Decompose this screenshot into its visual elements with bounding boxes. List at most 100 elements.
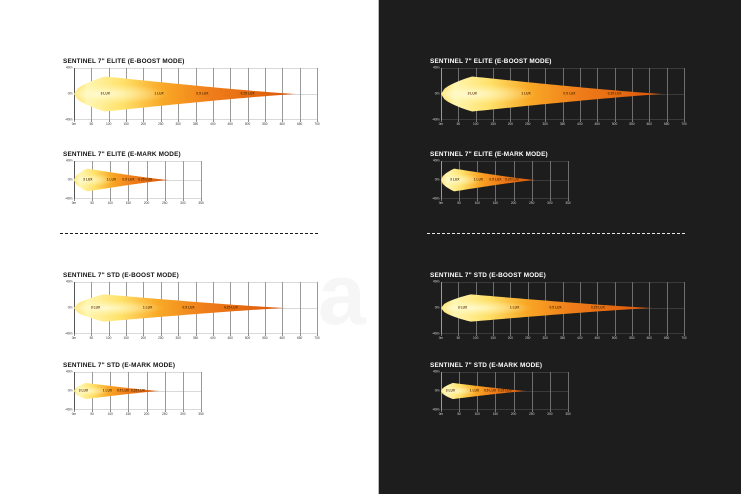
x-tick-label: 350 <box>559 121 566 126</box>
x-tick-mark <box>477 410 478 412</box>
horizontal-gridline <box>441 409 568 410</box>
x-tick-label: 350 <box>192 121 199 126</box>
section-divider <box>60 233 318 234</box>
watermark: a <box>318 252 390 338</box>
gridline <box>183 372 184 410</box>
beam-pattern-shape <box>441 168 536 192</box>
x-tick-mark <box>165 199 166 201</box>
isolux-label: 1 LUX <box>509 305 520 310</box>
x-tick-label: 550 <box>629 121 635 126</box>
plot-wrapper: 40m 0m -40m 3 LUX 1 LUX 0.5 LUX 0.25 LUX <box>63 158 202 200</box>
x-tick-mark <box>178 334 179 336</box>
isolux-label: 0.5 LUX <box>489 177 502 182</box>
isolux-label: 0.25 LUX <box>607 91 622 96</box>
x-tick-label: 450 <box>227 121 233 126</box>
y-tick-label: 0m <box>67 91 73 96</box>
y-axis: 40m 0m -40m <box>430 279 441 335</box>
plot-area: 3 LUX 1 LUX 0.5 LUX 0.25 LUX <box>441 68 685 120</box>
x-tick-label: 350 <box>192 335 199 340</box>
gridline <box>317 282 318 334</box>
chart-title: SENTINEL 7" ELITE (E-MARK MODE) <box>430 151 548 158</box>
gridline <box>201 161 202 199</box>
gridline <box>532 372 533 410</box>
x-tick-mark <box>178 120 179 122</box>
isolux-label: 1 LUX <box>106 177 117 182</box>
x-tick-mark <box>300 120 301 122</box>
isolux-label: 0.25 LUX <box>590 305 605 310</box>
x-tick-mark <box>458 334 459 336</box>
x-tick-mark <box>649 334 650 336</box>
beam-pattern-shape <box>74 294 286 322</box>
chart-std-emark: SENTINEL 7" STD (E-MARK MODE) 40m 0m -40m 3 … <box>430 362 571 419</box>
chart-title: SENTINEL 7" ELITE (E-BOOST MODE) <box>63 58 185 65</box>
x-tick-label: 100 <box>107 200 113 205</box>
x-tick-label: 0m <box>438 411 444 416</box>
x-tick-label: 200 <box>507 121 514 126</box>
x-tick-label: 500 <box>244 121 251 126</box>
x-tick-label: 200 <box>143 200 150 205</box>
x-tick-mark <box>230 120 231 122</box>
x-tick-label: 300 <box>180 200 186 205</box>
x-tick-mark <box>510 120 511 122</box>
x-tick-mark <box>265 334 266 336</box>
gridline <box>550 161 551 199</box>
x-axis: 0m 50 100 150 200 250 300 350 400 450 500 550 600 650… <box>439 334 687 343</box>
x-tick-label: 450 <box>227 335 233 340</box>
x-tick-label: 700 <box>681 335 687 340</box>
x-tick-mark <box>597 334 598 336</box>
chart-title: SENTINEL 7" ELITE (E-MARK MODE) <box>63 151 181 158</box>
chart-title: SENTINEL 7" STD (E-MARK MODE) <box>430 362 543 369</box>
light-theme-panel: SENTINEL 7" ELITE (E-BOOST MODE) 40m 0m -40… <box>60 58 320 416</box>
plot-area: 3 LUX 1 LUX 0.5 LUX 0.25 LUX <box>441 161 569 199</box>
y-axis: 40m 0m -40m <box>63 279 74 336</box>
x-tick-mark <box>459 410 460 412</box>
gridline <box>684 282 685 334</box>
x-tick-mark <box>248 120 249 122</box>
plot-area: 3 LUX 1 LUX 0.5 LUX 0.25 LUX <box>74 282 318 334</box>
beam-pattern-shape <box>74 76 297 112</box>
x-tick-mark <box>201 199 202 201</box>
x-tick-mark <box>580 120 581 122</box>
x-tick-mark <box>161 334 162 336</box>
x-tick-mark <box>143 334 144 336</box>
x-tick-mark <box>563 120 564 122</box>
x-tick-mark <box>282 334 283 336</box>
x-tick-label: 150 <box>125 411 132 416</box>
horizontal-gridline <box>441 282 684 283</box>
x-tick-mark <box>183 410 184 412</box>
x-tick-label: 100 <box>106 121 112 126</box>
y-tick-label: 0m <box>67 388 73 393</box>
x-tick-mark <box>147 410 148 412</box>
chart-title: SENTINEL 7" STD (E-MARK MODE) <box>63 362 176 369</box>
plot-area: 3 LUX 1 LUX 0.5 LUX 0.25 LUX <box>74 68 318 120</box>
x-tick-label: 300 <box>542 335 548 340</box>
x-tick-label: 150 <box>490 121 496 126</box>
plot-wrapper: 40m 0m -40m 3 LUX 1 LUX 0.5 LUX 0.25 LUX <box>430 279 685 335</box>
x-tick-label: 100 <box>107 411 113 416</box>
isolux-label: 3 LUX <box>450 177 460 182</box>
gridline <box>667 68 668 120</box>
beam-pattern-shape <box>74 382 160 400</box>
horizontal-gridline <box>74 282 317 283</box>
x-tick-mark <box>91 334 92 336</box>
x-tick-label: 50 <box>89 335 94 340</box>
y-tick-label: 0m <box>434 305 440 310</box>
x-tick-label: 150 <box>123 121 129 126</box>
x-tick-mark <box>147 199 148 201</box>
x-tick-mark <box>196 334 197 336</box>
x-tick-label: 0m <box>71 200 77 205</box>
x-tick-label: 300 <box>542 121 548 126</box>
chart-std-eboost: SENTINEL 7" STD (E-BOOST MODE) 40m 0m -40m 3… <box>430 272 687 343</box>
y-tick-label: -40m <box>64 331 73 336</box>
x-tick-label: 250 <box>525 121 531 126</box>
x-tick-label: 100 <box>473 335 479 340</box>
beam-pattern-shape <box>441 294 653 322</box>
x-tick-mark <box>126 120 127 122</box>
gridline <box>667 282 668 334</box>
y-tick-label: 0m <box>434 177 440 182</box>
isolux-label: 0.25 LUX <box>138 177 153 182</box>
x-tick-mark <box>667 120 668 122</box>
x-tick-mark <box>477 199 478 201</box>
isolux-label: 0.5 LUX <box>116 388 130 393</box>
